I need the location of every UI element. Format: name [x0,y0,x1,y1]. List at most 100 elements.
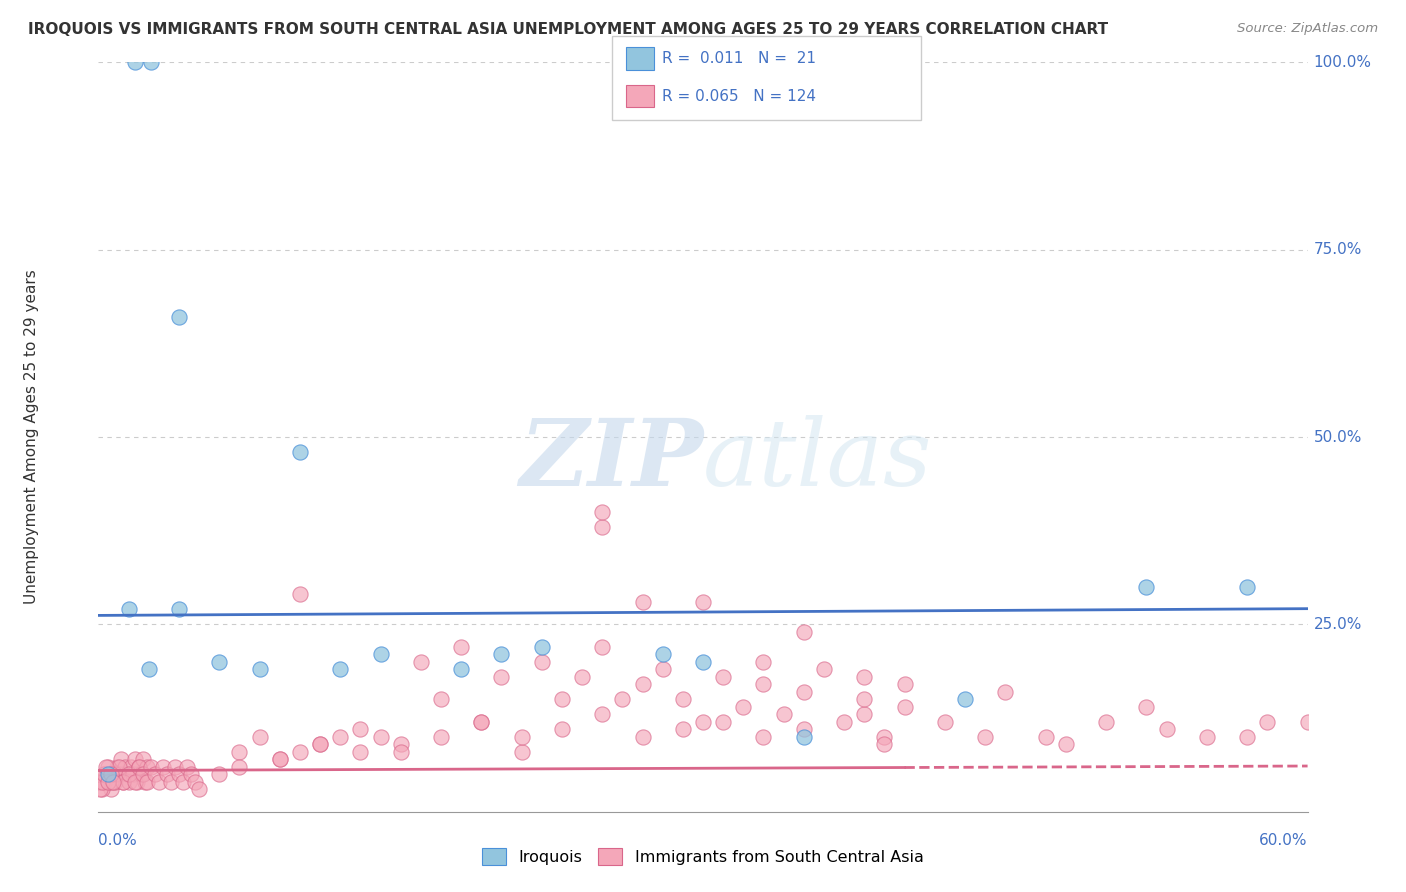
Point [934,714,956,729]
Point [120,760,142,774]
Point [349,723,371,737]
Point [1135,699,1157,714]
Point [167,310,190,325]
Point [118,767,141,781]
Point [1035,730,1057,744]
Point [893,699,915,714]
Point [309,737,332,751]
Point [118,774,141,789]
Point [692,714,714,729]
Point [91,774,114,789]
Text: atlas: atlas [703,415,932,505]
Point [148,774,170,789]
Point [470,714,492,729]
Point [132,752,155,766]
Point [1135,580,1157,594]
Point [156,767,179,781]
Point [1195,730,1218,744]
Point [510,745,533,759]
Point [309,737,332,751]
Point [100,767,122,781]
Point [97,767,120,781]
Point [87,774,110,789]
Point [752,655,775,669]
Point [269,752,291,766]
Text: 50.0%: 50.0% [1313,430,1362,444]
Point [143,767,166,781]
Point [793,723,815,737]
Point [813,662,835,676]
Point [591,640,613,654]
Point [103,767,125,781]
Point [228,760,250,774]
Point [832,714,855,729]
Point [631,677,654,691]
Point [349,745,371,759]
Point [953,692,976,706]
Text: 0.0%: 0.0% [98,833,138,848]
Text: 25.0%: 25.0% [1313,617,1362,632]
Point [288,745,311,759]
Point [530,640,553,654]
Point [1095,714,1118,729]
Point [172,774,194,789]
Point [160,774,183,789]
Point [111,774,134,789]
Point [124,752,146,766]
Point [692,595,714,609]
Point [430,692,453,706]
Point [208,767,231,781]
Point [124,774,146,789]
Point [124,55,146,70]
Point [115,767,138,781]
Point [105,760,128,774]
Point [1296,714,1319,729]
Point [672,723,695,737]
Point [631,730,654,744]
Point [129,767,152,781]
Text: IROQUOIS VS IMMIGRANTS FROM SOUTH CENTRAL ASIA UNEMPLOYMENT AMONG AGES 25 TO 29 : IROQUOIS VS IMMIGRANTS FROM SOUTH CENTRA… [28,22,1108,37]
Point [793,624,815,639]
Point [591,505,613,519]
Point [733,699,755,714]
Point [853,670,876,684]
Point [107,767,129,781]
Point [491,648,513,662]
Point [329,662,352,676]
Point [772,707,794,722]
Point [974,730,997,744]
Point [111,774,134,789]
Point [134,774,156,789]
Point [184,774,207,789]
Point [692,655,714,669]
Point [893,677,915,691]
Point [711,714,734,729]
Point [135,774,157,789]
Point [551,692,574,706]
Point [793,730,815,744]
Text: R =  0.011   N =  21: R = 0.011 N = 21 [662,52,817,66]
Point [163,760,186,774]
Point [135,760,157,774]
Point [631,595,654,609]
Point [491,670,513,684]
Point [571,670,593,684]
Point [329,730,352,744]
Point [188,782,211,797]
Text: ZIP: ZIP [519,415,703,505]
Point [1236,730,1258,744]
Point [180,767,202,781]
Point [152,760,174,774]
Point [118,602,141,616]
Point [128,760,150,774]
Point [132,767,155,781]
Point [530,655,553,669]
Point [91,782,114,797]
Point [551,723,574,737]
Point [97,760,120,774]
Point [752,730,775,744]
Point [121,767,143,781]
Point [114,760,136,774]
Text: Unemployment Among Ages 25 to 29 years: Unemployment Among Ages 25 to 29 years [24,269,39,605]
Point [228,745,250,759]
